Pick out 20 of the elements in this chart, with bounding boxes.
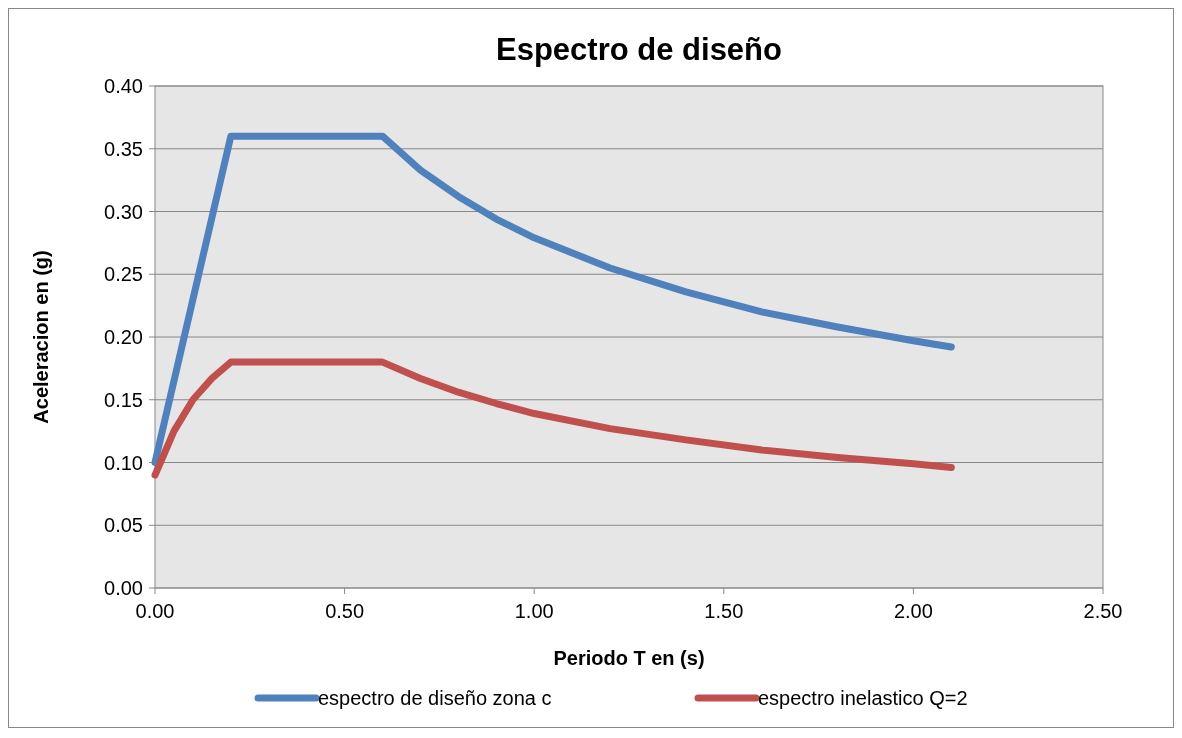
x-tick-label: 1.00	[514, 600, 554, 622]
y-tick-label: 0.40	[104, 75, 143, 97]
y-tick-label: 0.20	[104, 326, 143, 348]
legend-label: espectro de diseño zona c	[318, 687, 552, 709]
y-tick-label: 0.10	[104, 451, 143, 474]
x-tick-label: 0.00	[135, 600, 175, 622]
legend-label: espectro inelastico Q=2	[758, 687, 968, 709]
y-tick-label: 0.25	[104, 263, 143, 286]
x-tick-label: 0.50	[325, 600, 365, 622]
y-tick-label: 0.00	[104, 577, 143, 599]
x-axis-title: Periodo T en (s)	[553, 647, 705, 669]
y-axis-title: Aceleracion en (g)	[30, 250, 52, 424]
x-tick-label: 2.00	[893, 600, 933, 622]
y-tick-label: 0.35	[104, 137, 143, 160]
y-tick-label: 0.05	[104, 514, 143, 537]
x-tick-label: 1.50	[704, 600, 744, 622]
y-tick-label: 0.30	[104, 200, 143, 223]
x-tick-label: 2.50	[1083, 600, 1123, 622]
chart-title: Espectro de diseño	[496, 32, 782, 67]
y-tick-label: 0.15	[104, 388, 143, 411]
